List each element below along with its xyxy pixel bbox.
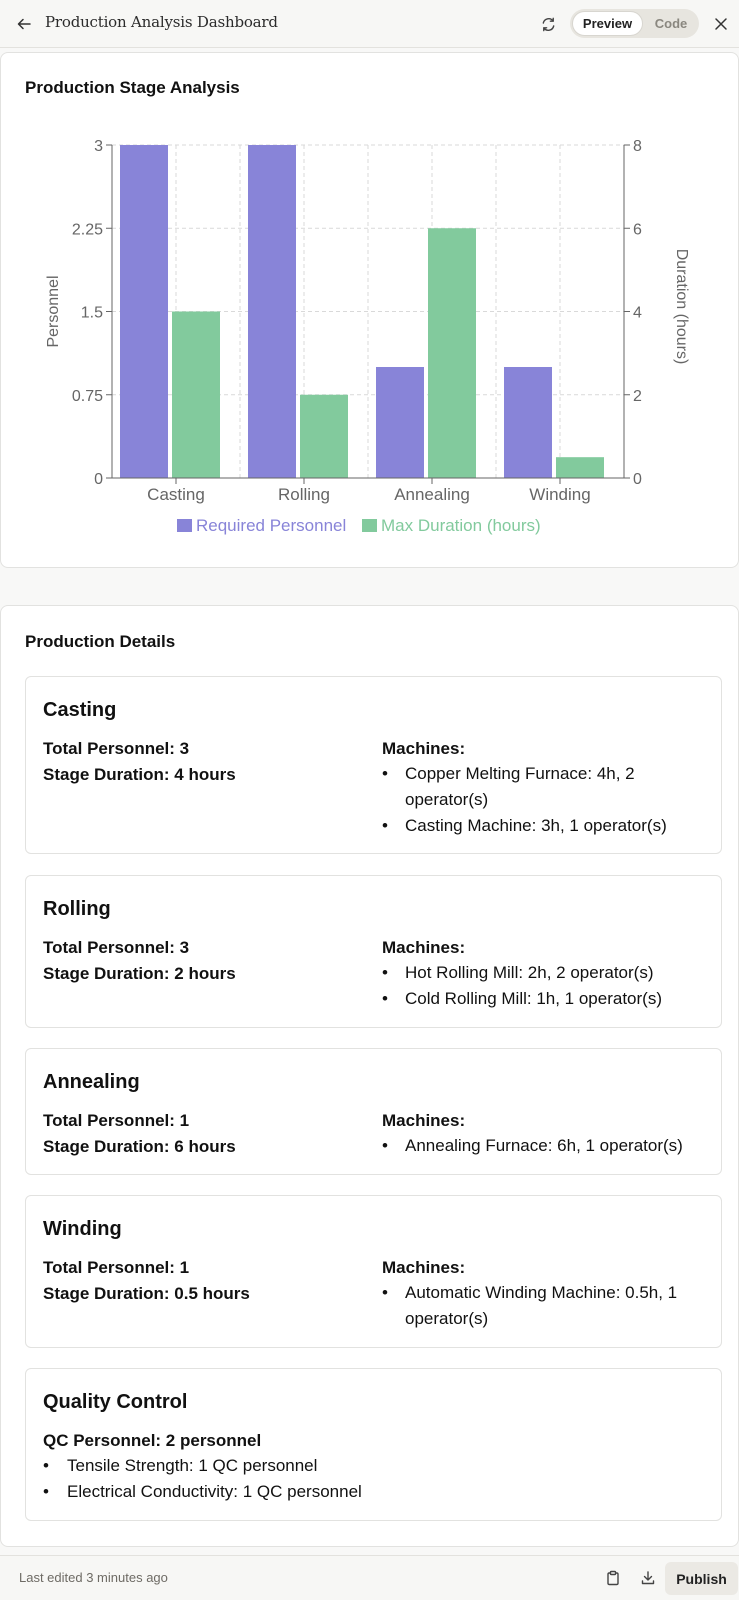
x-tick-label: Rolling (278, 485, 330, 504)
qc-item: Tensile Strength: 1 QC personnel (43, 1453, 362, 1479)
view-toggle: Preview Code (570, 9, 699, 38)
bar-casting-duration (172, 311, 220, 478)
qc-title: Quality Control (43, 1391, 188, 1413)
chart-section-title: Production Stage Analysis (25, 78, 240, 97)
y2-axis-title: Duration (hours) (673, 249, 690, 365)
details-card: Production Details Casting Total Personn… (0, 605, 739, 1547)
stage-personnel: Total Personnel: 1 (43, 1111, 190, 1130)
machines-label: Machines: (382, 739, 466, 758)
stage-personnel: Total Personnel: 1 (43, 1258, 190, 1277)
refresh-icon (542, 17, 554, 31)
legend-label-duration: Max Duration (hours) (381, 516, 541, 535)
qc-personnel: QC Personnel: 2 personnel (43, 1431, 262, 1450)
stage-duration: Stage Duration: 2 hours (43, 964, 236, 983)
machine-item: Annealing Furnace: 6h, 1 operator(s) (382, 1133, 712, 1159)
qc-list: Tensile Strength: 1 QC personnel Electri… (43, 1453, 362, 1505)
machine-item: Casting Machine: 3h, 1 operator(s) (382, 813, 712, 839)
machines-label: Machines: (382, 1258, 466, 1277)
clipboard-icon (607, 1570, 619, 1586)
machine-item: Automatic Winding Machine: 0.5h, 1 opera… (382, 1280, 712, 1332)
y-tick-label: 2.25 (72, 221, 103, 238)
stage-personnel: Total Personnel: 3 (43, 739, 190, 758)
y2-tick-label: 0 (633, 471, 642, 488)
y-tick-label: 1.5 (81, 305, 103, 322)
code-tab[interactable]: Code (654, 16, 688, 31)
legend-swatch-personnel (177, 519, 192, 532)
refresh-button[interactable] (536, 12, 560, 36)
machines-label: Machines: (382, 938, 466, 957)
bar-annealing-personnel (376, 367, 424, 478)
stage-name: Winding (43, 1218, 122, 1240)
y2-tick-label: 2 (633, 388, 642, 405)
bar-rolling-personnel (248, 145, 296, 478)
legend-swatch-duration (362, 519, 377, 532)
machines-label: Machines: (382, 1111, 466, 1130)
download-icon (641, 1571, 655, 1585)
machine-list: Annealing Furnace: 6h, 1 operator(s) (382, 1133, 712, 1159)
bar-winding-personnel (504, 367, 552, 478)
preview-tab[interactable]: Preview (572, 11, 643, 36)
details-section-title: Production Details (25, 632, 176, 651)
y2-tick-label: 4 (633, 305, 642, 322)
production-stage-chart: 0 0.75 1.5 2.25 3 0 2 4 6 8 Casting Rolling Annealin… (45, 138, 690, 535)
stage-card-rolling: Rolling Total Personnel: 3 Stage Duratio… (25, 875, 722, 1028)
stage-name: Rolling (43, 898, 111, 920)
bar-rolling-duration (300, 394, 348, 478)
copy-button[interactable] (601, 1566, 625, 1590)
machine-item: Hot Rolling Mill: 2h, 2 operator(s) (382, 960, 712, 986)
qc-item: Electrical Conductivity: 1 QC personnel (43, 1479, 362, 1505)
machine-list: Copper Melting Furnace: 4h, 2 operator(s… (382, 761, 712, 839)
back-arrow-icon (17, 18, 31, 30)
x-tick-label: Winding (529, 485, 590, 504)
bar-casting-personnel (120, 145, 168, 478)
legend-label-personnel: Required Personnel (196, 516, 346, 535)
app-title: Production Analysis Dashboard (45, 13, 278, 31)
y-tick-label: 3 (94, 138, 103, 155)
stage-card-casting: Casting Total Personnel: 3 Stage Duratio… (25, 676, 722, 854)
machine-list: Hot Rolling Mill: 2h, 2 operator(s) Cold… (382, 960, 712, 1012)
stage-card-annealing: Annealing Total Personnel: 1 Stage Durat… (25, 1048, 722, 1175)
close-button[interactable] (709, 12, 733, 36)
machine-item: Cold Rolling Mill: 1h, 1 operator(s) (382, 986, 712, 1012)
bar-winding-duration (556, 457, 604, 478)
stage-name: Annealing (43, 1071, 140, 1093)
last-edited-text: Last edited 3 minutes ago (19, 1570, 168, 1585)
stage-duration: Stage Duration: 0.5 hours (43, 1284, 250, 1303)
x-tick-label: Annealing (394, 485, 470, 504)
publish-button[interactable]: Publish (665, 1562, 738, 1595)
chart-card: Production Stage Analysis 0 0.75 1.5 2.25 3 0… (0, 52, 739, 568)
top-bar: Production Analysis Dashboard Preview Co… (0, 0, 739, 48)
download-button[interactable] (636, 1566, 660, 1590)
stage-name: Casting (43, 699, 117, 721)
stage-card-winding: Winding Total Personnel: 1 Stage Duratio… (25, 1195, 722, 1348)
y-tick-label: 0 (94, 471, 103, 488)
y2-tick-label: 6 (633, 221, 642, 238)
machine-list: Automatic Winding Machine: 0.5h, 1 opera… (382, 1280, 712, 1332)
quality-control-card: Quality Control QC Personnel: 2 personne… (25, 1368, 722, 1521)
machine-item: Copper Melting Furnace: 4h, 2 operator(s… (382, 761, 712, 813)
close-icon (715, 18, 727, 30)
stage-personnel: Total Personnel: 3 (43, 938, 190, 957)
stage-duration: Stage Duration: 6 hours (43, 1137, 236, 1156)
y-axis-title: Personnel (45, 275, 62, 347)
back-button[interactable] (12, 12, 36, 36)
y2-tick-label: 8 (633, 138, 642, 155)
bar-annealing-duration (428, 228, 476, 478)
x-tick-label: Casting (147, 485, 205, 504)
bottom-bar: Last edited 3 minutes ago Publish (0, 1555, 739, 1600)
y-tick-label: 0.75 (72, 388, 103, 405)
stage-duration: Stage Duration: 4 hours (43, 765, 236, 784)
